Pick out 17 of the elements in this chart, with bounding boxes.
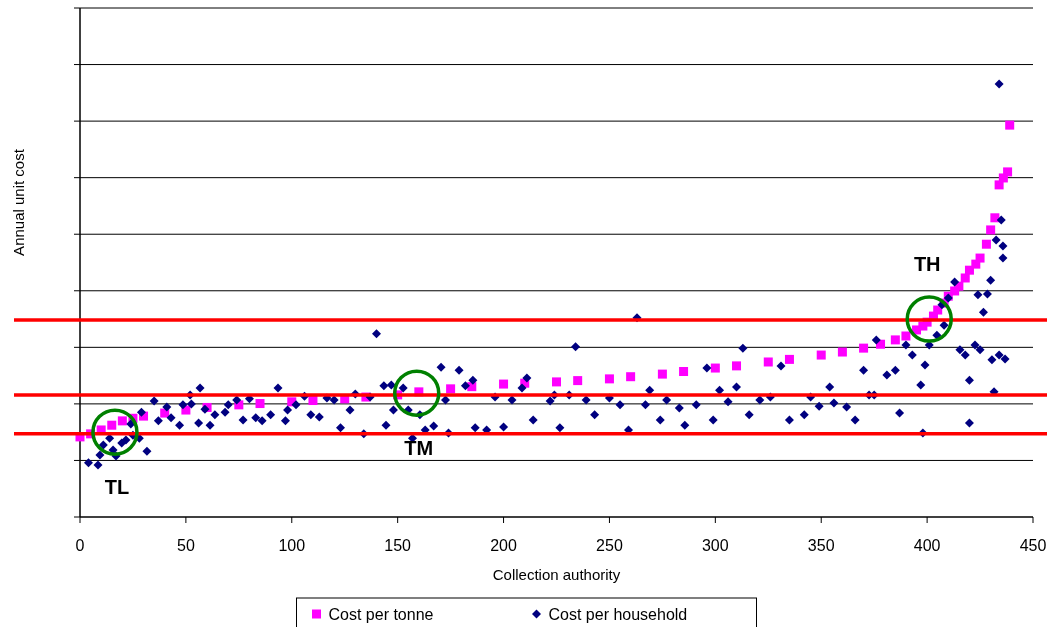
x-tick-label: 350 [807,537,835,554]
y-axis-title: Annual unit cost [10,148,27,256]
x-tick-label: 50 [176,537,195,554]
x-tick-label: 150 [384,537,412,554]
x-tick-label: 250 [596,537,623,554]
x-tick-label: 450 [1019,537,1047,554]
x-tick-label: 0 [75,537,85,554]
x-tick-label: 200 [490,537,517,554]
annotation: TL [104,476,130,499]
annotation: TH [913,253,941,276]
legend-label: Cost per household [548,606,688,623]
x-axis-title: Collection authority [492,566,621,583]
legend-label: Cost per tonne [328,606,434,623]
x-tick-label: 400 [913,537,941,554]
x-tick-label: 100 [278,537,306,554]
x-tick-label: 300 [701,537,729,554]
annotation: TM [404,437,434,460]
